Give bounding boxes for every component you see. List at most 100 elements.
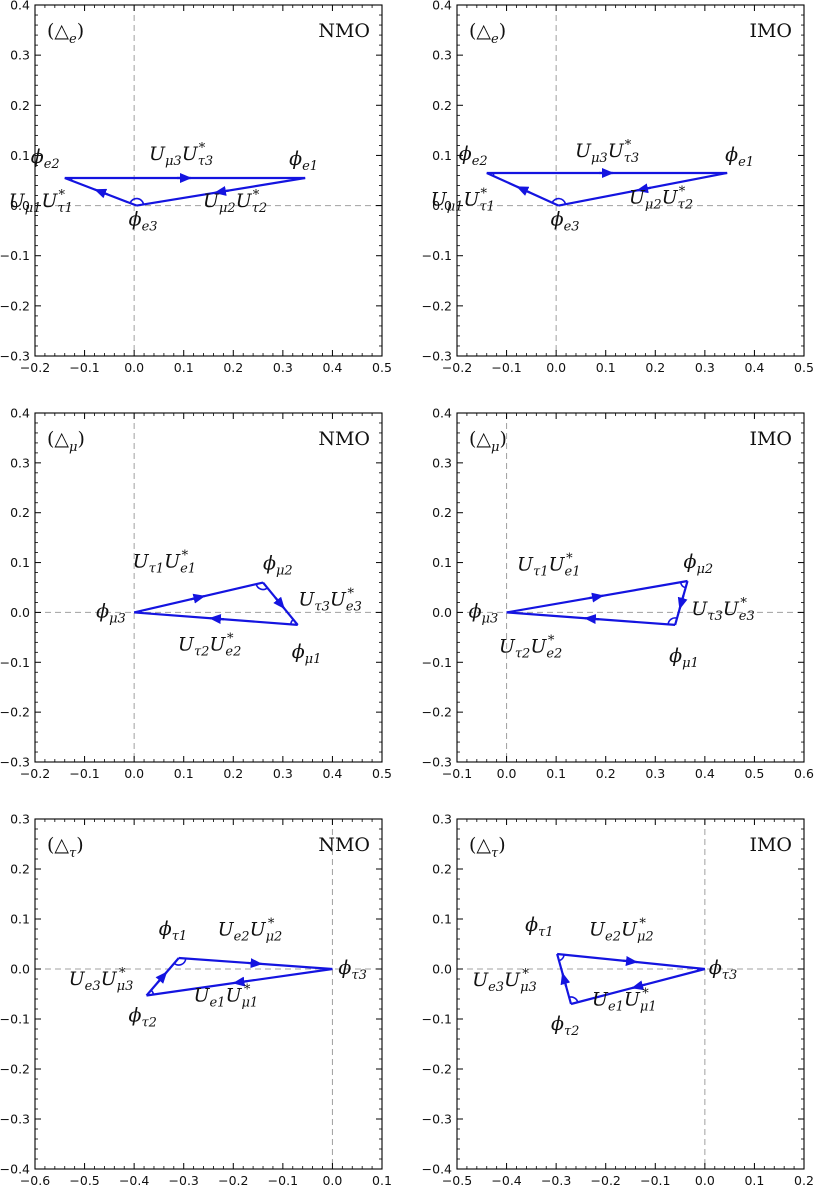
plot-frame bbox=[456, 818, 805, 1170]
x-tick-label: −0.3 bbox=[541, 1173, 571, 1188]
side-label: Ue3Uμ3* bbox=[472, 967, 537, 995]
x-tick-label: −0.2 bbox=[591, 1173, 621, 1188]
plot-frame bbox=[456, 412, 805, 763]
x-tick-label: 0.2 bbox=[794, 1173, 814, 1188]
side-label: Uτ3Ue3* bbox=[298, 587, 361, 615]
x-tick-label: 0.0 bbox=[124, 766, 144, 781]
y-tick-label: 0.2 bbox=[432, 862, 452, 877]
panel-4: −0.1 0.0 0.1 0.2 0.3 0.4 0.5 0.6 −0.3 −0.2 −0.1 0.0… bbox=[422, 406, 814, 782]
side-label: Uμ2Uτ2* bbox=[203, 188, 267, 216]
x-tick-label: −0.1 bbox=[268, 1173, 298, 1188]
side-arrow bbox=[94, 188, 109, 199]
vertex-label: ϕμ1 bbox=[669, 645, 699, 671]
x-tick-label: −0.4 bbox=[491, 1173, 521, 1188]
x-tick-label: 0.1 bbox=[744, 1173, 764, 1188]
panel-label: (△e) bbox=[47, 20, 84, 47]
side-arrow bbox=[677, 594, 688, 610]
vertex-label: ϕτ1 bbox=[525, 914, 553, 940]
side-label: Ue2Uμ2* bbox=[218, 917, 283, 945]
y-tick-label: 0.0 bbox=[432, 605, 452, 620]
y-tick-label: −0.2 bbox=[0, 705, 30, 720]
x-tick-label: 0.0 bbox=[546, 360, 566, 375]
x-tick-label: −0.2 bbox=[20, 766, 50, 781]
x-tick-label: 0.1 bbox=[372, 1173, 392, 1188]
panel-3: −0.2 −0.1 0.0 0.1 0.2 0.3 0.4 0.5−0.3−0.2−0.10.… bbox=[0, 406, 392, 782]
y-tick-label: 0.1 bbox=[432, 555, 452, 570]
side-arrow bbox=[273, 596, 286, 610]
vertex-label: ϕe3 bbox=[551, 209, 580, 235]
side-arrow bbox=[560, 972, 571, 988]
x-tick-label: 0.0 bbox=[497, 766, 517, 781]
side-label: Ue1Uμ1* bbox=[193, 982, 258, 1010]
side-arrow bbox=[232, 976, 248, 987]
x-tick-label: 0.0 bbox=[322, 1173, 342, 1188]
side-arrow bbox=[208, 614, 224, 625]
y-tick-label: −0.2 bbox=[422, 705, 452, 720]
y-tick-label: 0.3 bbox=[10, 455, 30, 470]
x-tick-label: −0.6 bbox=[20, 1173, 50, 1188]
side-label: Ue3Uμ3* bbox=[69, 966, 134, 994]
y-tick-label: 0.1 bbox=[10, 148, 30, 163]
y-tick-label: −0.2 bbox=[422, 1062, 452, 1077]
x-tick-label: 0.2 bbox=[596, 766, 616, 781]
vertex-label: ϕμ2 bbox=[684, 551, 714, 577]
x-tick-label: 0.3 bbox=[695, 360, 715, 375]
ordering-label: NMO bbox=[318, 428, 370, 450]
x-tick-label: 0.2 bbox=[223, 360, 243, 375]
angle-arc bbox=[568, 996, 579, 1003]
side-arrow bbox=[247, 958, 263, 969]
y-tick-label: 0.0 bbox=[10, 962, 30, 977]
ordering-label: NMO bbox=[318, 20, 370, 42]
side-label: Uτ1Ue1* bbox=[133, 548, 196, 576]
y-tick-label: 0.0 bbox=[10, 198, 30, 213]
y-tick-label: −0.2 bbox=[422, 298, 452, 313]
x-tick-label: −0.3 bbox=[169, 1173, 199, 1188]
x-tick-label: 0.5 bbox=[794, 360, 814, 375]
y-tick-label: 0.1 bbox=[10, 555, 30, 570]
y-tick-label: 0.2 bbox=[432, 98, 452, 113]
side-label: Uτ2Ue2* bbox=[178, 632, 241, 660]
plot-frame bbox=[34, 818, 383, 1170]
y-tick-label: 0.0 bbox=[10, 605, 30, 620]
x-tick-label: 0.1 bbox=[546, 766, 566, 781]
x-tick-label: 0.3 bbox=[273, 766, 293, 781]
plot-frame bbox=[456, 4, 805, 357]
panel-label: (△τ) bbox=[47, 834, 84, 861]
side-arrow bbox=[583, 614, 599, 625]
vertex-label: ϕe1 bbox=[289, 148, 318, 174]
vertex-label: ϕe3 bbox=[129, 209, 158, 235]
x-tick-label: −0.5 bbox=[69, 1173, 99, 1188]
unitarity-triangle bbox=[64, 172, 306, 207]
x-tick-label: 0.2 bbox=[645, 360, 665, 375]
y-tick-label: 0.1 bbox=[432, 912, 452, 927]
y-tick-label: 0.2 bbox=[10, 862, 30, 877]
side-label: Uμ1Uτ1* bbox=[9, 188, 73, 216]
y-tick-label: −0.3 bbox=[0, 1112, 30, 1127]
x-tick-label: 0.4 bbox=[322, 360, 342, 375]
panel-6: −0.5 −0.4 −0.3 −0.2 −0.1 0.0 0.1 0.2−0.4−0.3−0.… bbox=[422, 812, 814, 1188]
side-label: Ue1Uμ1* bbox=[592, 987, 657, 1015]
panel-label: (△μ) bbox=[469, 428, 507, 455]
x-tick-label: 0.2 bbox=[223, 766, 243, 781]
angle-arc bbox=[492, 172, 495, 177]
angle-arc bbox=[289, 618, 294, 625]
side-arrow bbox=[588, 592, 604, 603]
side-label: Uμ3Uτ3* bbox=[575, 138, 639, 166]
vertex-label: ϕτ1 bbox=[159, 918, 187, 944]
y-tick-label: 0.4 bbox=[10, 0, 30, 13]
side-label: Uμ3Uτ3* bbox=[149, 141, 213, 169]
angle-arc bbox=[150, 989, 155, 995]
panel-label: (△μ) bbox=[47, 428, 85, 455]
angle-arc bbox=[255, 583, 268, 591]
panel-5: −0.6 −0.5 −0.4 −0.3 −0.2 −0.1 0.0 0.1 −0.4 −0.3 −0… bbox=[0, 812, 392, 1188]
x-tick-label: −0.2 bbox=[218, 1173, 248, 1188]
unitarity-triangle bbox=[145, 956, 333, 997]
y-tick-label: 0.1 bbox=[10, 912, 30, 927]
vertex-label: ϕτ2 bbox=[129, 1005, 157, 1031]
y-tick-label: −0.1 bbox=[422, 655, 452, 670]
vertex-label: ϕμ3 bbox=[469, 600, 499, 626]
y-tick-label: 0.1 bbox=[432, 148, 452, 163]
x-tick-label: 0.4 bbox=[322, 766, 342, 781]
y-tick-label: 0.4 bbox=[10, 406, 30, 421]
